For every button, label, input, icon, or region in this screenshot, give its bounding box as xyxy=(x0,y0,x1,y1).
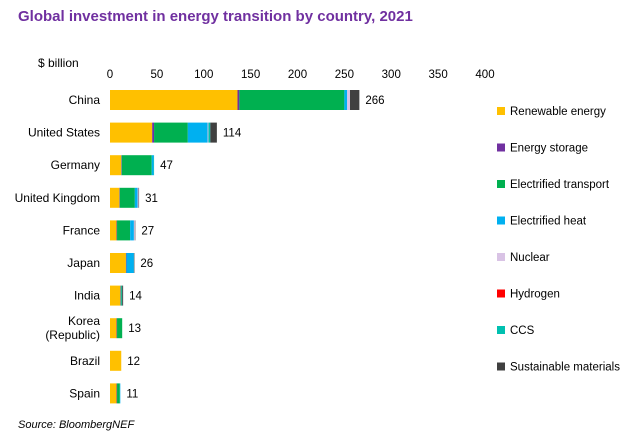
bar-segment xyxy=(117,383,120,404)
bar-segment xyxy=(126,253,134,273)
bar-segment xyxy=(133,220,135,241)
total-label: 11 xyxy=(126,388,138,400)
bar-segment xyxy=(350,90,360,110)
category-label-line: (Republic) xyxy=(45,328,100,342)
legend-swatch xyxy=(497,289,505,298)
bar-segment xyxy=(207,122,209,143)
x-tick-label: 300 xyxy=(382,69,401,81)
chart-title: Global investment in energy transition b… xyxy=(18,8,413,25)
x-tick-label: 150 xyxy=(241,69,260,81)
legend-label: Electrified transport xyxy=(510,179,610,191)
total-label: 12 xyxy=(127,356,140,368)
legend-swatch xyxy=(497,253,505,261)
legend-swatch xyxy=(497,180,505,188)
bar-segment xyxy=(151,155,154,176)
category-label: France xyxy=(63,223,101,237)
bar-segment xyxy=(110,383,117,404)
category-label: Japan xyxy=(67,256,100,270)
bar-segment xyxy=(152,122,155,143)
bar-segment xyxy=(122,285,124,306)
legend-swatch xyxy=(497,216,505,225)
bar-segment xyxy=(154,122,188,143)
legend-label: CCS xyxy=(510,325,535,337)
category-label-line: Brazil xyxy=(70,354,100,368)
category-label-line: France xyxy=(63,223,101,237)
bar-segment xyxy=(117,318,123,339)
total-label: 114 xyxy=(223,128,242,140)
bar-segment xyxy=(110,350,122,371)
total-label: 26 xyxy=(140,258,153,270)
category-label-line: India xyxy=(74,289,100,303)
bar-segment xyxy=(110,187,120,208)
category-label: United States xyxy=(28,126,100,140)
bar-segment xyxy=(117,220,131,241)
bar-segment xyxy=(210,122,217,143)
legend-label: Electrified heat xyxy=(510,216,587,228)
category-label: Brazil xyxy=(70,354,100,368)
bar-segment xyxy=(344,90,348,110)
bar-segment xyxy=(134,187,138,208)
category-label-line: China xyxy=(69,93,101,107)
axis-unit-label: $ billion xyxy=(38,56,79,70)
bar-segment xyxy=(187,122,208,143)
category-label: Korea (Republic) xyxy=(45,314,100,342)
bar-segment xyxy=(130,220,134,241)
x-tick-label: 50 xyxy=(150,69,163,81)
category-label-line: United States xyxy=(28,126,100,140)
total-label: 27 xyxy=(141,225,154,237)
category-label: United Kingdom xyxy=(15,191,100,205)
x-tick-label: 100 xyxy=(194,69,213,81)
category-label-line: Spain xyxy=(69,386,100,400)
bar-segment xyxy=(137,187,139,208)
legend-swatch xyxy=(497,326,505,334)
bar-segment xyxy=(208,122,211,143)
source-note: Source: BloombergNEF xyxy=(18,419,135,431)
total-label: 266 xyxy=(365,95,384,107)
x-tick-label: 350 xyxy=(429,69,448,81)
bar-segment xyxy=(110,318,117,339)
bar-segment xyxy=(110,220,117,241)
total-label: 13 xyxy=(128,323,141,335)
x-tick-label: 0 xyxy=(107,69,113,81)
total-label: 14 xyxy=(129,291,142,303)
x-tick-label: 400 xyxy=(475,69,494,81)
bar-segment xyxy=(110,90,238,110)
category-label-line: Germany xyxy=(51,158,100,172)
bar-segment xyxy=(110,253,126,273)
bar-segment xyxy=(119,187,135,208)
bar-segment xyxy=(110,285,121,306)
legend-label: Sustainable materials xyxy=(510,362,620,374)
bar-segment xyxy=(120,285,122,306)
legend-swatch xyxy=(497,362,505,371)
x-tick-label: 250 xyxy=(335,69,354,81)
category-label-line: United Kingdom xyxy=(15,191,100,205)
bar-segment xyxy=(121,155,152,176)
legend-label: Hydrogen xyxy=(510,289,560,301)
legend-swatch xyxy=(497,107,505,115)
category-label: India xyxy=(74,289,100,303)
legend-label: Energy storage xyxy=(510,143,588,155)
total-label: 31 xyxy=(145,193,158,205)
category-label-line: Japan xyxy=(67,256,100,270)
legend-label: Nuclear xyxy=(510,252,550,264)
total-label: 47 xyxy=(160,160,173,172)
legend-swatch xyxy=(497,143,505,152)
category-label: Spain xyxy=(69,386,100,400)
bar-segment xyxy=(110,122,153,143)
category-label-line: Korea xyxy=(68,314,100,328)
bar-segment xyxy=(239,90,345,110)
category-label: Germany xyxy=(51,158,100,172)
legend-label: Renewable energy xyxy=(510,106,606,118)
bar-segment xyxy=(347,90,350,110)
bar-segment xyxy=(237,90,240,110)
category-label: China xyxy=(69,93,101,107)
x-tick-label: 200 xyxy=(288,69,307,81)
bar-segment xyxy=(110,155,122,176)
